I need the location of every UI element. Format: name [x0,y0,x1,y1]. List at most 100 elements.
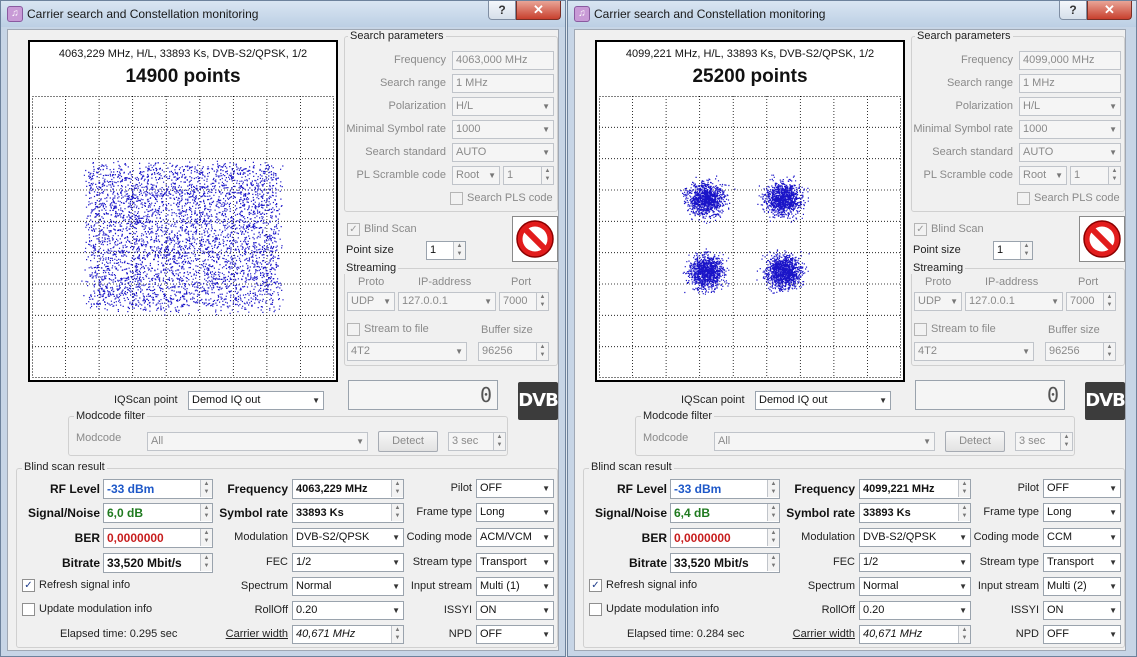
spinner-arrows-icon[interactable]: ▲ ▼ [453,242,465,259]
search-range-field[interactable]: 1 MHz [452,74,554,93]
modcode-dropdown[interactable]: All ▼ [714,432,935,451]
spinner-arrows-icon[interactable]: ▲ ▼ [958,480,970,497]
input-stream-dropdown[interactable]: Multi (1) ▼ [476,577,554,596]
port-spinner[interactable]: 7000 ▲ ▼ [499,292,549,311]
spinner-arrows-icon[interactable]: ▲ ▼ [1020,242,1032,259]
spinner-arrows-icon[interactable]: ▲ ▼ [536,343,548,360]
modulation-dropdown[interactable]: DVB-S2/QPSK ▼ [292,528,404,547]
ber-value[interactable]: 0,0000000 ▲ ▼ [103,528,213,548]
result-frequency-value[interactable]: 4099,221 MHz ▲ ▼ [859,479,971,499]
pl-scramble-mode-dropdown[interactable]: Root ▼ [1019,166,1067,185]
close-button[interactable]: ✕ [1087,1,1132,20]
search-pls-checkbox[interactable] [1017,192,1030,205]
carrier-width-spinner[interactable]: 40,671 MHz ▲ ▼ [292,625,404,644]
spinner-arrows-icon[interactable]: ▲ ▼ [200,529,212,546]
coding-mode-dropdown[interactable]: ACM/VCM ▼ [476,528,554,547]
stream-to-file-checkbox[interactable] [914,323,927,336]
search-range-field[interactable]: 1 MHz [1019,74,1121,93]
pilot-dropdown[interactable]: OFF ▼ [1043,479,1121,498]
spinner-arrows-icon[interactable]: ▲ ▼ [958,504,970,521]
close-button[interactable]: ✕ [516,1,561,20]
help-button[interactable]: ? [488,1,516,20]
rolloff-dropdown[interactable]: 0.20 ▼ [859,601,971,620]
spinner-arrows-icon[interactable]: ▲ ▼ [391,626,403,643]
help-button[interactable]: ? [1059,1,1087,20]
modcode-dropdown[interactable]: All ▼ [147,432,368,451]
search-standard-dropdown[interactable]: AUTO ▼ [1019,143,1121,162]
title-bar[interactable]: ♫ Carrier search and Constellation monit… [1,1,565,27]
polarization-dropdown[interactable]: H/L ▼ [452,97,554,116]
ber-value[interactable]: 0,0000000 ▲ ▼ [670,528,780,548]
stream-file-dropdown[interactable]: 4T2 ▼ [914,342,1034,361]
spinner-arrows-icon[interactable]: ▲ ▼ [391,504,403,521]
polarization-dropdown[interactable]: H/L ▼ [1019,97,1121,116]
point-size-spinner[interactable]: 1 ▲ ▼ [426,241,466,260]
snr-value[interactable]: 6,0 dB ▲ ▼ [103,503,213,523]
search-pls-checkbox[interactable] [450,192,463,205]
detect-button[interactable]: Detect [378,431,438,452]
buffer-size-spinner[interactable]: 96256 ▲ ▼ [478,342,549,361]
proto-dropdown[interactable]: UDP ▼ [347,292,395,311]
blind-scan-checkbox[interactable]: ✓ [347,223,360,236]
spectrum-dropdown[interactable]: Normal ▼ [859,577,971,596]
refresh-signal-checkbox[interactable]: ✓ [589,579,602,592]
pl-scramble-mode-dropdown[interactable]: Root ▼ [452,166,500,185]
stop-scan-button[interactable] [1079,216,1125,262]
snr-value[interactable]: 6,4 dB ▲ ▼ [670,503,780,523]
iqscan-dropdown[interactable]: Demod IQ out ▼ [188,391,324,410]
pl-scramble-value-spinner[interactable]: 1 ▲ ▼ [1070,166,1121,185]
issyi-dropdown[interactable]: ON ▼ [1043,601,1121,620]
stream-file-dropdown[interactable]: 4T2 ▼ [347,342,467,361]
spinner-arrows-icon[interactable]: ▲ ▼ [767,554,779,571]
spinner-arrows-icon[interactable]: ▲ ▼ [391,480,403,497]
spinner-arrows-icon[interactable]: ▲ ▼ [200,480,212,497]
frame-type-dropdown[interactable]: Long ▼ [476,503,554,522]
spectrum-dropdown[interactable]: Normal ▼ [292,577,404,596]
spinner-arrows-icon[interactable]: ▲ ▼ [200,504,212,521]
point-size-spinner[interactable]: 1 ▲ ▼ [993,241,1033,260]
spinner-arrows-icon[interactable]: ▲ ▼ [1103,293,1115,310]
min-symbol-rate-field[interactable]: 1000 ▼ [1019,120,1121,139]
stream-type-dropdown[interactable]: Transport ▼ [476,553,554,572]
pilot-dropdown[interactable]: OFF ▼ [476,479,554,498]
min-symbol-rate-field[interactable]: 1000 ▼ [452,120,554,139]
spinner-arrows-icon[interactable]: ▲ ▼ [536,293,548,310]
detect-interval-spinner[interactable]: 3 sec ▲ ▼ [448,432,506,451]
stream-to-file-checkbox[interactable] [347,323,360,336]
fec-dropdown[interactable]: 1/2 ▼ [859,553,971,572]
stop-scan-button[interactable] [512,216,558,262]
modulation-dropdown[interactable]: DVB-S2/QPSK ▼ [859,528,971,547]
symbol-rate-value[interactable]: 33893 Ks ▲ ▼ [859,503,971,523]
spinner-arrows-icon[interactable]: ▲ ▼ [767,529,779,546]
fec-dropdown[interactable]: 1/2 ▼ [292,553,404,572]
bitrate-value[interactable]: 33,520 Mbit/s ▲ ▼ [670,553,780,573]
spinner-arrows-icon[interactable]: ▲ ▼ [200,554,212,571]
blind-scan-checkbox[interactable]: ✓ [914,223,927,236]
result-frequency-value[interactable]: 4063,229 MHz ▲ ▼ [292,479,404,499]
proto-dropdown[interactable]: UDP ▼ [914,292,962,311]
refresh-signal-checkbox[interactable]: ✓ [22,579,35,592]
detect-button[interactable]: Detect [945,431,1005,452]
search-standard-dropdown[interactable]: AUTO ▼ [452,143,554,162]
ip-address-dropdown[interactable]: 127.0.0.1 ▼ [398,292,496,311]
frequency-field[interactable]: 4063,000 MHz [452,51,554,70]
spinner-arrows-icon[interactable]: ▲ ▼ [493,433,505,450]
pl-scramble-value-spinner[interactable]: 1 ▲ ▼ [503,166,554,185]
iqscan-dropdown[interactable]: Demod IQ out ▼ [755,391,891,410]
spinner-arrows-icon[interactable]: ▲ ▼ [1060,433,1072,450]
carrier-width-spinner[interactable]: 40,671 MHz ▲ ▼ [859,625,971,644]
rf-level-value[interactable]: -33 dBm ▲ ▼ [670,479,780,499]
title-bar[interactable]: ♫ Carrier search and Constellation monit… [568,1,1136,27]
coding-mode-dropdown[interactable]: CCM ▼ [1043,528,1121,547]
frame-type-dropdown[interactable]: Long ▼ [1043,503,1121,522]
spinner-arrows-icon[interactable]: ▲ ▼ [958,626,970,643]
rolloff-dropdown[interactable]: 0.20 ▼ [292,601,404,620]
spinner-arrows-icon[interactable]: ▲ ▼ [1103,343,1115,360]
update-modulation-checkbox[interactable] [22,603,35,616]
spinner-arrows-icon[interactable]: ▲ ▼ [767,504,779,521]
npd-dropdown[interactable]: OFF ▼ [476,625,554,644]
ip-address-dropdown[interactable]: 127.0.0.1 ▼ [965,292,1063,311]
carrier-width-link[interactable]: Carrier width [792,628,855,640]
update-modulation-checkbox[interactable] [589,603,602,616]
npd-dropdown[interactable]: OFF ▼ [1043,625,1121,644]
